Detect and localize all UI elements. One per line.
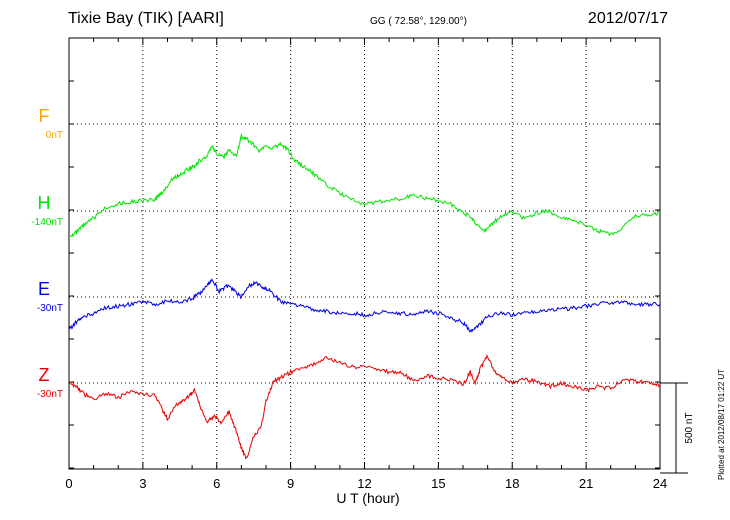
station-title: Tixie Bay (TIK) [AARI] (68, 10, 224, 27)
x-tick-label: 0 (65, 476, 72, 491)
axis-ticks: 0 3 6 9 12 15 18 21 24 (65, 38, 667, 491)
x-tick-label: 12 (357, 476, 371, 491)
geographic-coordinates: GG ( 72.58°, 129.00°) (370, 16, 467, 27)
series-name-H: H (38, 193, 51, 213)
x-tick-label: 3 (139, 476, 146, 491)
x-tick-label: 21 (579, 476, 593, 491)
series-name-F: F (39, 106, 50, 126)
scale-bar: 500 nT (660, 382, 695, 474)
x-tick-label: 24 (653, 476, 667, 491)
series-line-E (68, 278, 661, 333)
chart-date: 2012/07/17 (587, 10, 668, 27)
series-name-Z: Z (39, 365, 50, 385)
x-tick-label: 15 (431, 476, 445, 491)
series-baseline-E: -30nT (37, 303, 63, 314)
x-tick-label: 18 (505, 476, 519, 491)
x-tick-label: 9 (287, 476, 294, 491)
series-baseline-Z: -30nT (37, 389, 63, 400)
series-labels: F 0nT H -140nT E -30nT Z -30nT (31, 106, 63, 400)
grid-lines (69, 38, 660, 469)
plotted-timestamp: Plotted at 2012/08/17 01:22 UT (717, 368, 726, 480)
scale-bar-label: 500 nT (684, 412, 695, 443)
series-line-H (68, 133, 661, 237)
series-name-E: E (38, 279, 50, 299)
series-lines (68, 133, 661, 460)
x-tick-label: 6 (213, 476, 220, 491)
x-axis-label: U T (hour) (336, 490, 399, 506)
series-line-Z (68, 353, 661, 460)
series-baseline-H: -140nT (31, 217, 63, 228)
series-baseline-F: 0nT (46, 130, 63, 141)
